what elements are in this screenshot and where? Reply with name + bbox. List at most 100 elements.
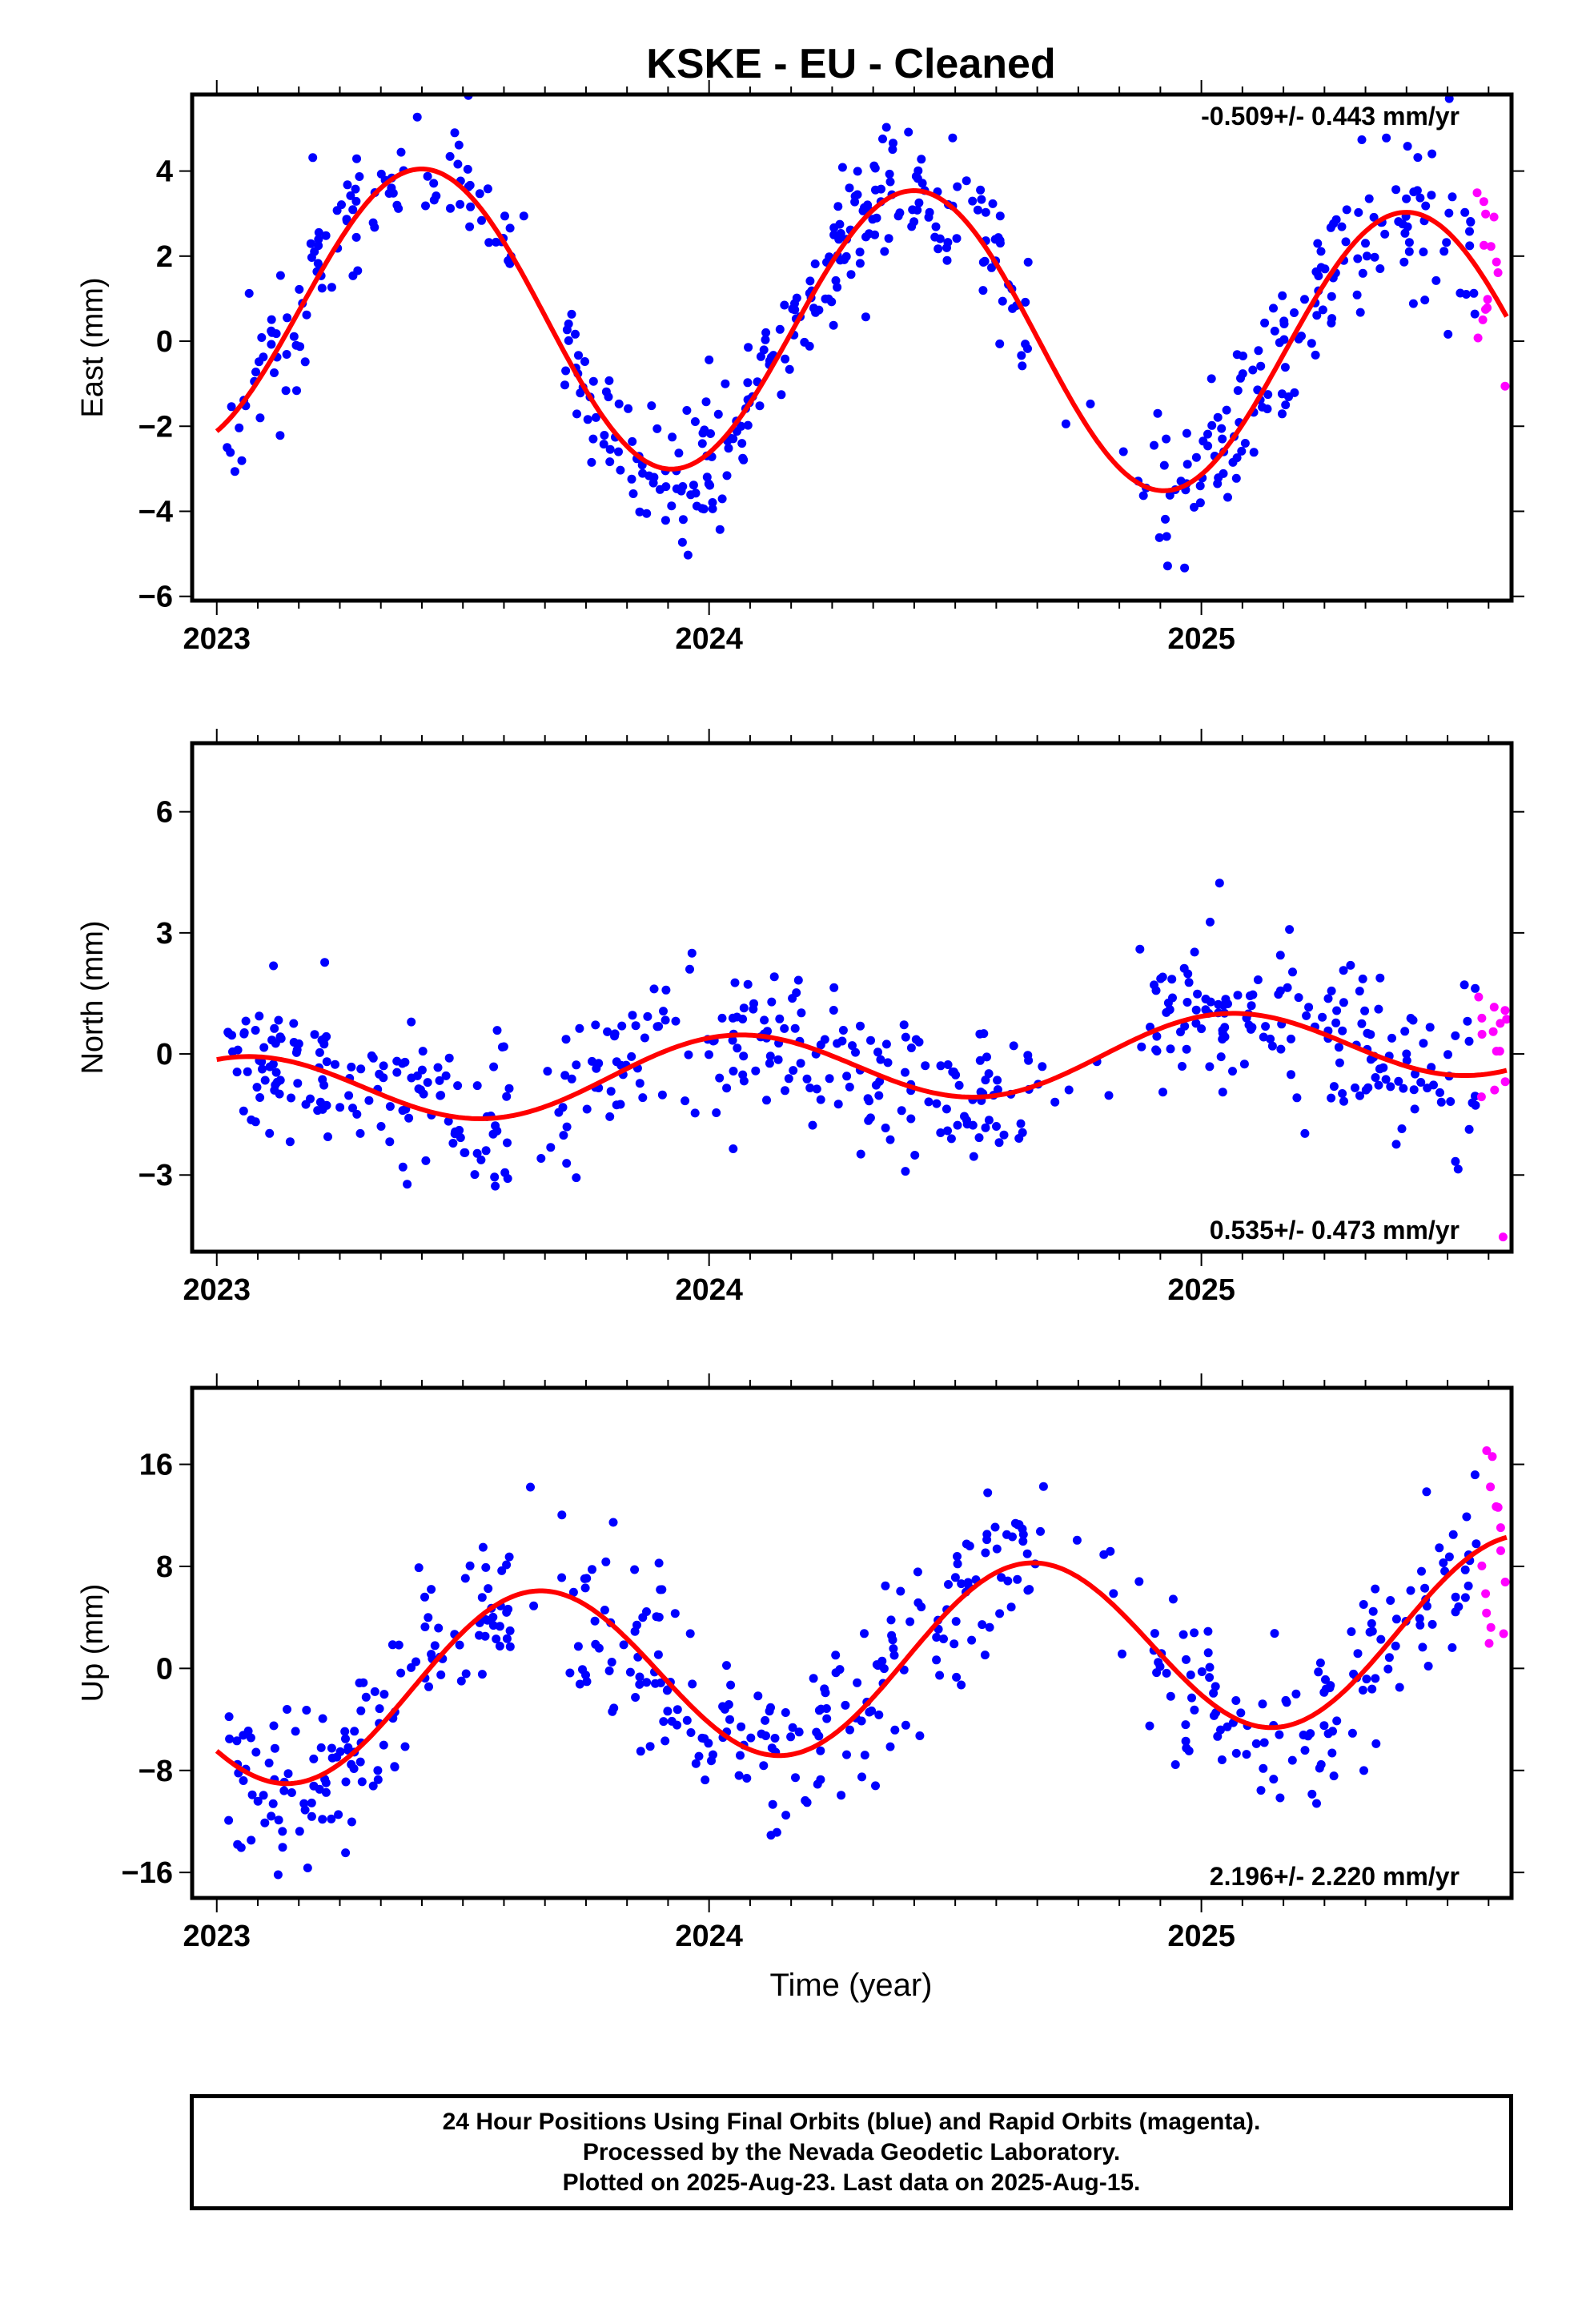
final-point xyxy=(730,978,740,987)
final-point xyxy=(269,961,279,971)
final-point xyxy=(1451,1607,1460,1617)
final-point xyxy=(251,1026,260,1035)
final-point xyxy=(837,1036,847,1046)
final-point xyxy=(739,1051,749,1061)
final-point xyxy=(604,1666,614,1675)
rapid-point xyxy=(1477,1561,1487,1570)
final-point xyxy=(477,215,486,225)
final-point xyxy=(444,1053,454,1063)
final-point xyxy=(914,198,924,207)
final-point xyxy=(1361,1085,1371,1095)
final-point xyxy=(1182,428,1191,438)
final-point xyxy=(636,1747,645,1756)
final-point xyxy=(1118,1649,1126,1659)
final-point xyxy=(385,1102,395,1112)
final-point xyxy=(965,1542,974,1550)
final-point xyxy=(705,355,714,364)
final-point xyxy=(630,1565,640,1574)
final-point xyxy=(1300,1746,1310,1755)
final-point xyxy=(993,1076,1002,1085)
final-point xyxy=(1277,389,1287,399)
final-point xyxy=(951,1070,961,1080)
final-point xyxy=(1170,1760,1180,1769)
final-point xyxy=(765,1051,775,1061)
final-point xyxy=(456,1676,466,1686)
final-point xyxy=(635,1672,644,1682)
final-point xyxy=(1391,1614,1401,1624)
final-point xyxy=(463,164,472,174)
final-point xyxy=(1152,1047,1162,1055)
final-point xyxy=(1453,1164,1463,1174)
final-point xyxy=(350,1727,359,1736)
final-point xyxy=(1222,405,1231,415)
final-point xyxy=(1321,1675,1330,1684)
rapid-point xyxy=(1482,1446,1492,1455)
final-point xyxy=(230,467,239,476)
final-point xyxy=(436,1091,445,1100)
final-point xyxy=(562,1122,572,1132)
final-point xyxy=(252,1083,262,1092)
final-point xyxy=(734,1771,744,1780)
final-point xyxy=(295,284,304,294)
final-point xyxy=(1431,275,1441,285)
final-point xyxy=(790,1023,800,1033)
rate-label: 2.196+/- 2.220 mm/yr xyxy=(1210,1862,1460,1891)
final-point xyxy=(332,206,342,215)
final-point xyxy=(831,1668,841,1678)
final-point xyxy=(901,1032,910,1042)
final-point xyxy=(355,1128,365,1138)
x-tick-label: 2023 xyxy=(183,1273,251,1307)
final-point xyxy=(427,1650,436,1659)
final-point xyxy=(1253,975,1263,984)
final-point xyxy=(1402,1055,1411,1065)
final-point xyxy=(1231,1748,1241,1758)
final-point xyxy=(934,244,943,254)
final-point xyxy=(1190,1628,1199,1638)
final-point xyxy=(831,275,841,285)
final-point xyxy=(1158,972,1167,982)
final-point xyxy=(269,1721,279,1731)
final-point xyxy=(376,169,386,179)
final-point xyxy=(341,1848,351,1858)
final-point xyxy=(653,1650,663,1659)
final-point xyxy=(652,424,662,433)
final-point xyxy=(1236,1708,1246,1718)
final-point xyxy=(1358,268,1367,278)
final-point xyxy=(1223,1722,1232,1731)
final-point xyxy=(981,1548,990,1558)
final-point xyxy=(981,1123,990,1132)
final-point xyxy=(995,1609,1005,1618)
final-point xyxy=(881,1581,890,1590)
final-point xyxy=(739,1003,749,1013)
final-point xyxy=(671,1016,681,1026)
final-point xyxy=(691,1759,701,1768)
final-point xyxy=(809,1674,818,1683)
final-point xyxy=(227,402,236,412)
final-point xyxy=(488,1621,498,1630)
final-point xyxy=(781,1811,791,1820)
final-point xyxy=(814,1731,824,1741)
final-point xyxy=(1409,1085,1419,1095)
final-point xyxy=(267,328,277,337)
final-point xyxy=(1165,490,1174,500)
final-point xyxy=(443,82,452,90)
final-point xyxy=(874,1091,884,1100)
final-point xyxy=(1371,1073,1380,1082)
final-point xyxy=(465,222,475,231)
final-point xyxy=(1197,1024,1207,1034)
final-point xyxy=(1294,993,1303,1003)
final-point xyxy=(255,1011,264,1021)
y-tick-label: 3 xyxy=(156,917,173,951)
final-point xyxy=(684,1050,693,1059)
final-point xyxy=(708,498,717,507)
final-point xyxy=(1451,1031,1460,1040)
final-point xyxy=(635,1679,644,1689)
final-point xyxy=(871,185,880,195)
final-point xyxy=(591,1020,600,1030)
final-point xyxy=(1443,329,1453,339)
final-point xyxy=(638,1613,648,1622)
final-point xyxy=(1137,1042,1146,1051)
final-point xyxy=(851,1047,860,1057)
final-point xyxy=(564,336,573,345)
final-point xyxy=(1472,1539,1481,1549)
